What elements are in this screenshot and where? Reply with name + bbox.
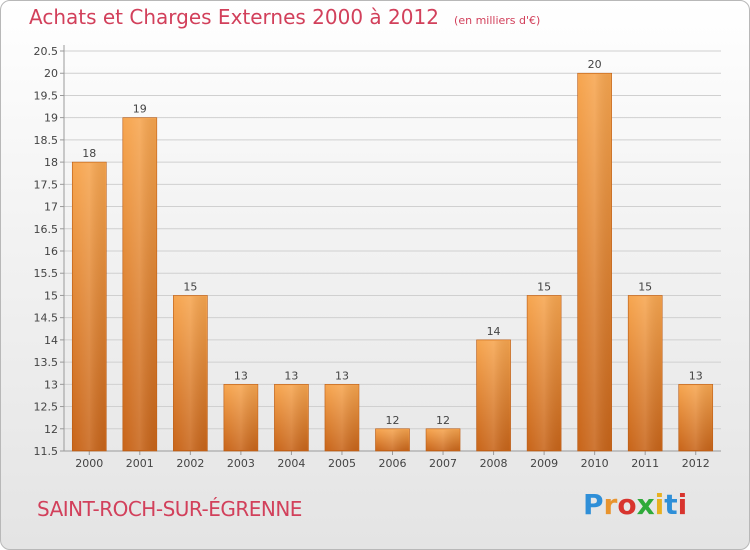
bar-highlight (477, 340, 510, 450)
data-label: 13 (335, 369, 349, 382)
y-tick-label: 20.5 (34, 45, 59, 58)
bar-highlight (427, 429, 460, 450)
data-label: 14 (487, 325, 501, 338)
data-label: 20 (588, 58, 602, 71)
chart-unit-text: (en milliers d'€) (454, 14, 541, 27)
x-tick-label: 2011 (631, 457, 659, 470)
data-label: 15 (638, 280, 652, 293)
data-label: 19 (133, 103, 147, 116)
axis-layer: 11.5 12 12.5 13 13.5 14 14.5 15 15.5 16 16.5 17 17.5… (34, 45, 721, 470)
bar-highlight (224, 385, 257, 450)
logo-letter: P (583, 488, 604, 521)
data-label: 13 (689, 369, 703, 382)
bar-highlight (679, 385, 712, 450)
data-label: 15 (183, 280, 197, 293)
y-tick-label: 17 (44, 201, 58, 214)
x-tick-label: 2008 (480, 457, 508, 470)
data-label: 15 (537, 280, 551, 293)
y-tick-label: 13.5 (34, 356, 59, 369)
y-tick-label: 12 (44, 423, 58, 436)
bar-highlight (629, 296, 662, 450)
y-tick-label: 19.5 (34, 89, 59, 102)
x-tick-label: 2012 (682, 457, 710, 470)
logo-letter: i (677, 488, 688, 521)
bar-highlight (528, 296, 561, 450)
x-tick-label: 2003 (227, 457, 255, 470)
commune-name: SAINT-ROCH-SUR-ÉGRENNE (37, 497, 302, 521)
data-label: 18 (82, 147, 96, 160)
x-tick-label: 2009 (530, 457, 558, 470)
data-label: 13 (284, 369, 298, 382)
y-tick-label: 13 (44, 378, 58, 391)
bar-highlight (376, 429, 409, 450)
bar-highlight (123, 118, 156, 451)
chart-title-text: Achats et Charges Externes 2000 à 2012 (29, 5, 439, 29)
proxiti-logo: Proxiti (583, 488, 687, 521)
y-tick-label: 14 (44, 334, 58, 347)
y-tick-label: 15 (44, 289, 58, 302)
y-tick-label: 17.5 (34, 178, 59, 191)
x-tick-label: 2005 (328, 457, 356, 470)
bar-layer (71, 72, 714, 452)
x-tick-label: 2004 (277, 457, 305, 470)
x-tick-label: 2010 (581, 457, 609, 470)
x-tick-label: 2001 (126, 457, 154, 470)
y-tick-label: 18 (44, 156, 58, 169)
y-tick-label: 19 (44, 112, 58, 125)
bar-highlight (578, 74, 611, 450)
logo-letter: x (636, 488, 655, 521)
y-tick-label: 16 (44, 245, 58, 258)
x-tick-label: 2006 (379, 457, 407, 470)
label-layer: 18 19 15 13 13 13 12 12 14 15 20 15 13 (82, 58, 702, 427)
logo-letter: t (664, 488, 678, 521)
data-label: 12 (436, 414, 450, 427)
x-tick-label: 2002 (176, 457, 204, 470)
y-tick-label: 12.5 (34, 401, 59, 414)
logo-letter: r (603, 488, 618, 521)
logo-letter: i (654, 488, 665, 521)
bar-highlight (73, 163, 106, 450)
y-tick-label: 16.5 (34, 223, 59, 236)
bar-highlight (275, 385, 308, 450)
data-label: 12 (386, 414, 400, 427)
y-tick-label: 20 (44, 67, 58, 80)
y-tick-label: 14.5 (34, 312, 59, 325)
grid-layer (64, 50, 721, 452)
y-tick-label: 18.5 (34, 134, 59, 147)
data-label: 13 (234, 369, 248, 382)
x-tick-label: 2007 (429, 457, 457, 470)
logo-letter: o (617, 488, 637, 521)
bar-highlight (325, 385, 358, 450)
bar-highlight (174, 296, 207, 450)
chart-title: Achats et Charges Externes 2000 à 2012 (… (29, 5, 540, 29)
y-tick-label: 15.5 (34, 267, 59, 280)
y-tick-label: 11.5 (34, 445, 59, 458)
x-tick-label: 2000 (75, 457, 103, 470)
